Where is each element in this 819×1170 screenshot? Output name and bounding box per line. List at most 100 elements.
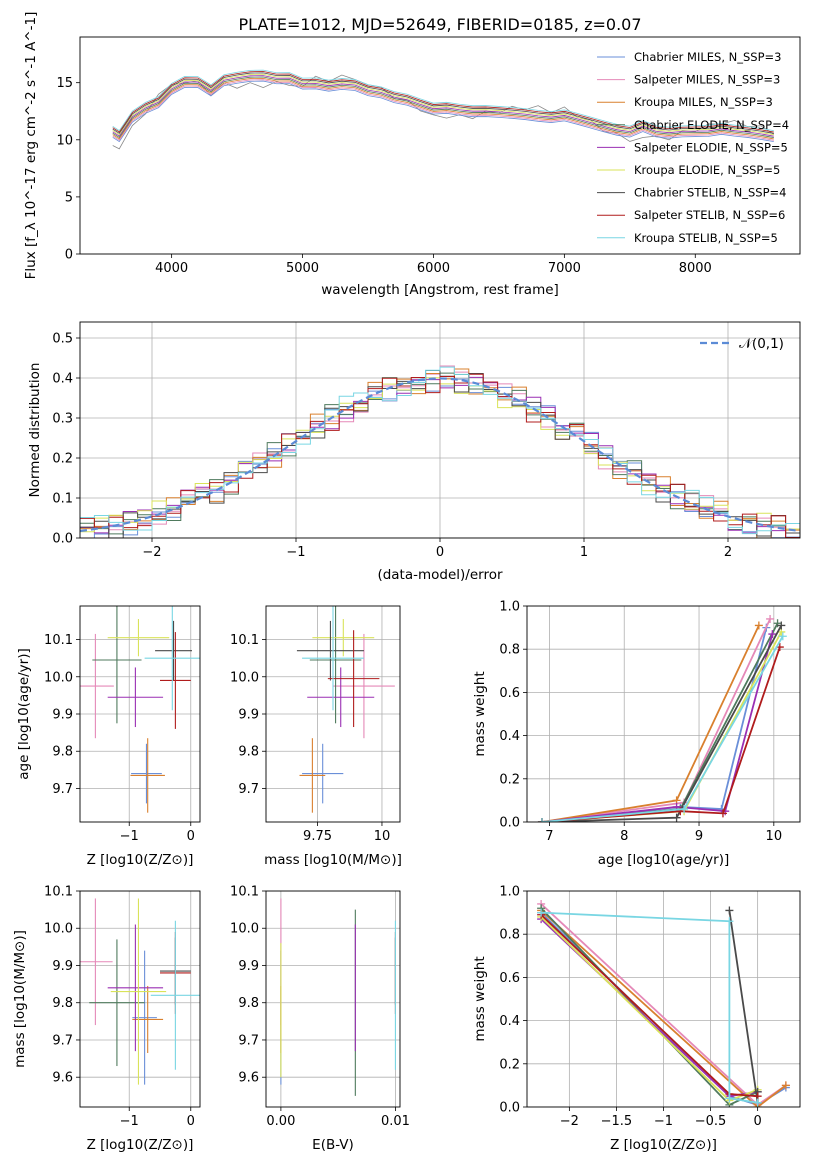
x-axis-label: mass [log10(M/M⊙)]	[264, 852, 402, 868]
model-spectrum-line	[112, 75, 774, 137]
plot-area-mass-vs-EBV	[266, 891, 400, 1107]
y-tick-label: 10	[56, 133, 73, 148]
x-axis-label: age [log10(age/yr)]	[598, 852, 730, 868]
legend-label: Kroupa ELODIE, N_SSP=5	[634, 163, 780, 177]
normal-reference-curve	[80, 377, 800, 533]
weight-line	[541, 633, 774, 822]
x-axis-label: (data-model)/error	[377, 567, 503, 583]
x-tick-label: 5000	[286, 261, 319, 276]
histogram-series	[80, 366, 800, 538]
plot-area-age-vs-mass	[266, 606, 400, 822]
y-tick-label: 0.5	[52, 332, 73, 347]
y-tick-label: 0.4	[52, 372, 73, 387]
axes-frame	[526, 890, 801, 1108]
y-tick-label: 9.9	[52, 708, 73, 723]
plot-area-weight-vs-age	[527, 606, 800, 822]
model-spectrum-line	[112, 77, 774, 140]
weight-marker	[672, 813, 681, 822]
y-tick-label: 15	[56, 76, 73, 91]
x-axis-label: E(B-V)	[312, 1137, 354, 1153]
y-tick-label: 0	[65, 248, 73, 263]
x-tick-label: 9	[695, 829, 703, 844]
y-tick-label: 9.8	[238, 745, 259, 760]
weight-marker	[768, 630, 777, 639]
y-tick-label: 0.2	[499, 1057, 520, 1072]
model-spectrum-line	[112, 73, 774, 136]
weight-marker	[718, 809, 727, 818]
x-tick-label: 9.75	[303, 829, 332, 844]
legend-label: Salpeter STELIB, N_SSP=6	[634, 208, 785, 222]
x-axis-label: Z [log10(Z/Z⊙)]	[87, 852, 194, 868]
weight-marker	[725, 917, 734, 926]
weight-marker	[537, 908, 546, 917]
legend-label: Chabrier ELODIE, N_SSP=4	[634, 118, 789, 132]
y-tick-label: 10.0	[44, 670, 73, 685]
y-tick-label: 9.9	[238, 959, 259, 974]
weight-marker	[754, 621, 763, 630]
y-tick-label: 9.6	[52, 1071, 73, 1086]
weight-marker	[778, 632, 787, 641]
y-tick-label: 0.6	[499, 686, 520, 701]
axes-frame	[265, 605, 401, 823]
plot-area-weight-vs-Z	[527, 891, 800, 1107]
y-axis-label: mass weight	[472, 956, 488, 1041]
x-tick-label: 7	[545, 829, 553, 844]
weight-line	[541, 646, 781, 822]
y-tick-label: 9.8	[52, 996, 73, 1011]
x-tick-label: −1	[120, 829, 139, 844]
y-tick-label: 0.0	[499, 1101, 520, 1116]
y-tick-label: 10.1	[44, 885, 73, 900]
y-tick-label: 10.0	[44, 922, 73, 937]
legend-label: Kroupa STELIB, N_SSP=5	[634, 231, 778, 245]
axes-frame	[526, 605, 801, 823]
y-tick-label: 10.1	[44, 633, 73, 648]
axes-age-vs-mass: 9.75 10 9.7 9.8 9.9 10.0 10.1 mass [log10(M/M⊙)…	[230, 605, 402, 868]
x-tick-label: −0.5	[695, 1114, 727, 1129]
legend-label: Salpeter ELODIE, N_SSP=5	[634, 140, 788, 154]
axes-frame	[265, 890, 401, 1108]
weight-marker	[725, 906, 734, 915]
axes-weight-vs-age: 7 8 9 10 0.0 0.2 0.4 0.6 0.8 1.0 age [log10(age/yr…	[472, 600, 801, 868]
axes-mass-vs-EBV: 0.00 0.01 9.6 9.7 9.8 9.9 10.0 10.1 E(B-V)	[230, 885, 410, 1154]
x-tick-label: 0	[187, 829, 195, 844]
y-axis-label: Normed distribution	[27, 363, 43, 498]
x-axis-label: Z [log10(Z/Z⊙)]	[610, 1137, 717, 1153]
model-spectrum-line	[112, 80, 774, 143]
weight-marker	[725, 1094, 734, 1103]
x-tick-label: 4000	[155, 261, 188, 276]
weight-marker	[753, 1098, 762, 1107]
y-tick-label: 0.2	[52, 452, 73, 467]
plot-area-age-vs-Z	[80, 606, 200, 822]
x-tick-label: 10	[766, 829, 783, 844]
weight-marker	[781, 1081, 790, 1090]
y-tick-label: 0.6	[499, 971, 520, 986]
plot-area-spectrum	[112, 69, 775, 150]
x-tick-label: 0.00	[266, 1114, 295, 1129]
y-tick-label: 10.0	[230, 670, 259, 685]
figure-title: PLATE=1012, MJD=52649, FIBERID=0185, z=0…	[238, 15, 641, 34]
y-tick-label: 1.0	[499, 600, 520, 615]
y-axis-label: Flux [f_λ 10^-17 erg cm^-2 s^-1 A^-1]	[23, 12, 39, 280]
weight-line	[540, 909, 787, 1107]
legend-label: 𝒩(0,1)	[739, 336, 784, 352]
x-tick-label: 6000	[417, 261, 450, 276]
plot-area-residuals	[80, 322, 800, 538]
x-tick-label: 10	[374, 829, 391, 844]
y-tick-label: 9.7	[52, 1033, 73, 1048]
axes-frame	[79, 890, 201, 1108]
plot-area-mass-vs-Z	[80, 891, 200, 1107]
legend-label: Salpeter MILES, N_SSP=3	[634, 73, 780, 87]
x-tick-label: 7000	[548, 261, 581, 276]
y-tick-label: 9.6	[238, 1071, 259, 1086]
axes-age-vs-Z: −1 0 9.7 9.8 9.9 10.0 10.1 Z [log10(Z/Z⊙)] age […	[16, 605, 201, 868]
y-tick-label: 0.1	[52, 492, 73, 507]
weight-marker	[766, 614, 775, 623]
x-tick-label: −1	[286, 545, 305, 560]
axes-weight-vs-Z: −2 −1.5 −1 −0.5 0 0.0 0.2 0.4 0.6 0.8 1.0 Z [log10(…	[472, 885, 801, 1153]
y-tick-label: 0.4	[499, 1014, 520, 1029]
x-tick-label: −2	[142, 545, 161, 560]
y-tick-label: 5	[65, 190, 73, 205]
weight-line	[728, 910, 759, 1103]
